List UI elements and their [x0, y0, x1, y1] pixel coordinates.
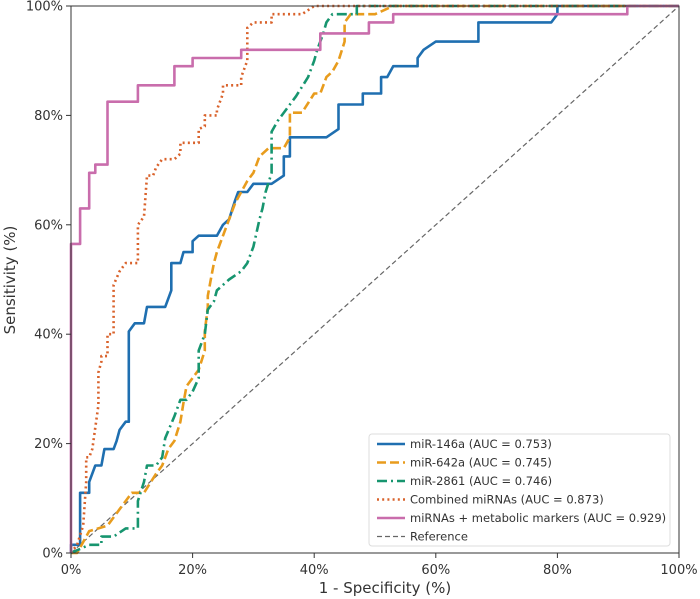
y-axis-label: Sensitivity (%)	[1, 226, 19, 335]
y-tick-label: 60%	[34, 218, 63, 233]
plot-frame	[70, 5, 680, 554]
legend-label-combined-mirnas: Combined miRNAs (AUC = 0.873)	[410, 493, 604, 507]
x-tick-label: 0%	[61, 563, 82, 578]
legend-box	[368, 433, 671, 547]
y-tick-label: 80%	[34, 109, 63, 124]
y-tick-label: 100%	[26, 0, 63, 15]
series-line-mirnas-metabolic-markers	[69, 4, 679, 553]
x-tick-label: 100%	[660, 563, 697, 578]
y-axis-ticks: 0% 20% 40% 60% 80% 100%	[26, 0, 71, 562]
legend-label-mir-146a: miR-146a (AUC = 0.753)	[410, 437, 552, 451]
y-tick-label: 20%	[34, 437, 63, 452]
legend-label-mir-642a: miR-642a (AUC = 0.745)	[410, 456, 552, 470]
x-tick-label: 20%	[178, 563, 207, 578]
y-tick-label: 40%	[34, 328, 63, 343]
legend-label-mir-2861: miR-2861 (AUC = 0.746)	[410, 474, 552, 488]
x-tick-label: 60%	[421, 563, 450, 578]
roc-curves	[69, 4, 680, 555]
x-tick-label: 80%	[543, 563, 572, 578]
legend-label-reference: Reference	[410, 530, 468, 544]
legend: miR-146a (AUC = 0.753) miR-642a (AUC = 0.…	[368, 433, 671, 547]
y-tick-label: 0%	[42, 547, 63, 562]
series-line-mir-2861	[70, 4, 679, 555]
series-line-reference	[70, 5, 680, 554]
x-axis-label: 1 - Specificity (%)	[319, 579, 452, 597]
x-axis-ticks: 0% 20% 40% 60% 80% 100%	[61, 553, 698, 578]
x-tick-label: 40%	[300, 563, 329, 578]
legend-label-mirnas-metabolic-markers: miRNAs + metabolic markers (AUC = 0.929)	[410, 511, 666, 525]
